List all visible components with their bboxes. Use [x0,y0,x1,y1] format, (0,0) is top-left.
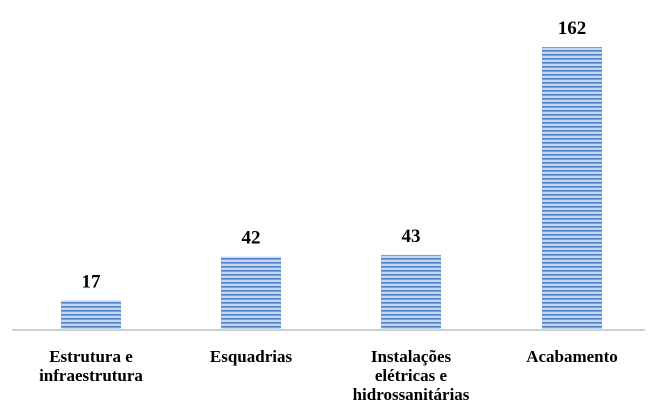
category-label: Esquadrias [210,347,293,366]
bar [542,47,602,330]
value-labels-group: 17 42 43 162 [82,18,587,292]
bars-group [61,47,602,330]
category-label: Instalações [371,347,452,366]
category-label: hidrossanitárias [353,385,470,404]
bar-value-label: 43 [402,226,421,247]
bar-value-label: 17 [82,271,102,292]
bar [221,256,281,330]
category-label: elétricas e [375,366,448,385]
bar [381,254,441,330]
bar [61,300,121,330]
bar-value-label: 162 [558,18,587,39]
bar-value-label: 42 [242,228,261,249]
category-label: Acabamento [526,347,618,366]
category-label: Estrutura e [49,347,133,366]
category-label: infraestrutura [39,366,143,385]
